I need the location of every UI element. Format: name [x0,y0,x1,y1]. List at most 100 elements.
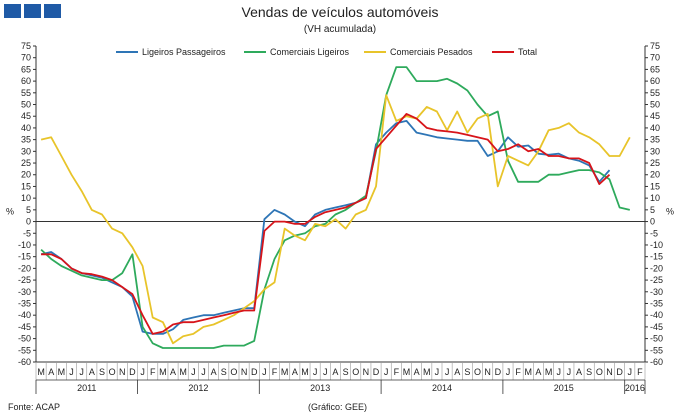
logo-square [44,4,61,18]
series-line [40,94,631,345]
x-year-label: 2011 [77,383,96,393]
y-tick-label: 60 [21,76,31,86]
x-month-label: J [79,367,84,377]
x-month-label: J [313,367,318,377]
x-month-label: A [332,367,338,377]
blue-squares-logo [4,4,61,18]
y-tick-label: 50 [650,100,660,110]
x-month-label: O [230,367,237,377]
series-line [40,120,611,335]
y-tick-label: -40 [18,310,31,320]
x-month-label: J [69,367,74,377]
y-tick-label: -25 [18,275,31,285]
x-month-label: A [170,367,176,377]
y-tick-label: 15 [650,181,660,191]
x-month-label: N [606,367,613,377]
legend-label: Ligeiros Passageiros [142,47,226,57]
x-month-label: N [241,367,248,377]
x-month-label: J [506,367,511,377]
x-month-label: M [301,367,309,377]
chart-title: Vendas de veículos automóveis [241,4,439,20]
y-tick-label: -20 [650,263,663,273]
x-year-label: 2012 [188,383,208,393]
y-tick-label: 20 [21,170,31,180]
x-month-label: O [596,367,603,377]
y-tick-label: -55 [650,345,663,355]
series-line [40,66,631,349]
y-tick-label: 30 [21,146,31,156]
y-tick-label: -30 [18,287,31,297]
y-tick-label: 25 [650,158,660,168]
x-month-label: N [363,367,370,377]
y-tick-label: -5 [23,228,31,238]
x-month-label: A [89,367,95,377]
x-month-label: J [556,367,561,377]
x-month-label: A [211,367,217,377]
x-month-label: J [191,367,196,377]
y-tick-label: 40 [650,123,660,133]
x-month-label: F [637,367,643,377]
x-month-label: M [545,367,553,377]
y-tick-label: -40 [650,310,663,320]
y-tick-label: 20 [650,170,660,180]
y-tick-label: 5 [650,205,655,215]
x-month-label: D [373,367,380,377]
y-tick-label: -50 [650,334,663,344]
y-tick-label: 0 [26,217,31,227]
x-month-label: M [159,367,167,377]
x-month-label: N [484,367,491,377]
x-month-label: S [586,367,592,377]
x-month-label: O [474,367,481,377]
x-month-label: F [515,367,521,377]
chart-subtitle: (VH acumulada) [303,24,377,35]
y-tick-label: 30 [650,146,660,156]
x-month-label: J [445,367,450,377]
y-tick-label: -10 [650,240,663,250]
x-month-label: D [129,367,136,377]
x-month-label: J [384,367,389,377]
y-tick-label: 25 [21,158,31,168]
x-month-label: A [535,367,541,377]
y-tick-label: 15 [21,181,31,191]
y-tick-label: 10 [650,193,660,203]
x-month-label: O [352,367,359,377]
y-tick-label: 65 [21,64,31,74]
x-month-label: J [323,367,328,377]
x-month-label: M [525,367,533,377]
y-tick-label: -35 [650,298,663,308]
y-tick-label: -45 [650,322,663,332]
series-line [41,113,611,335]
y-tick-label: -10 [18,240,31,250]
logo-square [4,4,21,18]
y-tick-label: 60 [650,76,660,86]
x-month-label: O [109,367,116,377]
logo-square [24,4,41,18]
y-tick-label: -55 [18,345,31,355]
x-month-label: J [201,367,206,377]
y-tick-label: -60 [18,357,31,367]
legend-label: Comerciais Pesados [390,47,473,57]
x-month-label: J [435,367,440,377]
y-tick-label: -25 [650,275,663,285]
x-month-label: M [281,367,289,377]
chart-credit: (Gráfico: GEE) [308,402,368,412]
y-tick-label: -60 [650,357,663,367]
x-month-label: M [179,367,187,377]
y-tick-label: -50 [18,334,31,344]
x-month-label: A [292,367,298,377]
y-tick-label: -45 [18,322,31,332]
y-tick-label: 70 [650,53,660,63]
x-month-label: D [495,367,502,377]
y-tick-label: 45 [650,111,660,121]
y-tick-label: -5 [650,228,658,238]
x-month-label: M [423,367,431,377]
y-tick-label: 55 [650,88,660,98]
y-tick-label: 75 [650,41,660,51]
x-month-label: A [454,367,460,377]
x-month-label: M [403,367,411,377]
y-tick-label: 75 [21,41,31,51]
y-tick-label: -35 [18,298,31,308]
y-tick-label: 70 [21,53,31,63]
y-tick-label: 10 [21,193,31,203]
